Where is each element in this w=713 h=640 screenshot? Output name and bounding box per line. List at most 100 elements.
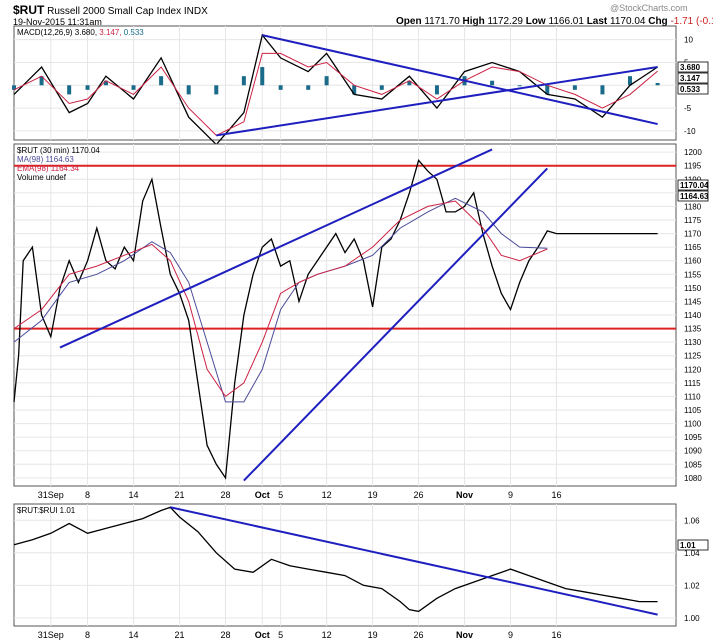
last-value-label: 1170.04 [680,181,709,190]
x-tick-label: 28 [220,490,230,500]
last-value-box [677,190,709,202]
macd-hist-bar [278,85,283,90]
trendline [243,167,548,482]
last-value-box [677,539,709,551]
chg-label: Chg [648,16,668,27]
y-tick-label: 1140 [684,311,702,320]
macd-hist-bar [324,76,329,86]
y-tick-label: 1100 [684,420,702,429]
y-tick-label: 1.02 [684,581,700,590]
x-tick-label: 21 [174,490,184,500]
x-tick-label: 19 [368,490,378,500]
series-line-macd [13,33,658,146]
macd-hist-bar [545,85,550,95]
exchange: INDX [183,6,208,17]
macd-hist-bar [600,85,605,95]
y-tick-label: 1105 [684,406,702,415]
x-tick-label: 19 [368,630,378,640]
x-tick-label: 9 [508,630,513,640]
y-tick-label: 1130 [684,338,702,347]
chg-value: -1.71 (-0.15%) [670,16,713,27]
last-value-box [677,61,709,73]
y-tick-label: 1120 [684,365,702,374]
x-tick-label: 21 [174,630,184,640]
open-label: Open [396,16,422,27]
panel-frame [13,503,677,627]
macd-hist-bar [214,85,219,95]
last-value: 1170.04 [610,16,646,27]
macd-hist-bar [352,85,357,95]
y-tick-label: 10 [684,36,693,45]
last-value-label: 1164.63 [680,192,709,201]
y-tick-label: 1110 [684,392,701,401]
trendline [170,506,658,616]
y-tick-label: 1.00 [684,614,700,623]
x-tick-label: 14 [129,490,139,500]
x-tick-label: 9 [508,490,513,500]
symbol: $RUT [13,3,45,17]
series-line--rut-rui [13,506,658,613]
last-label: Last [586,16,608,27]
y-tick-label: -10 [684,127,696,136]
low-label: Low [525,16,546,27]
x-tick-label: 16 [551,630,561,640]
x-tick-label: 31Sep [38,490,64,500]
series-line-signal [13,52,658,137]
y-tick-label: 1145 [684,297,702,306]
x-tick-label: 12 [322,630,332,640]
last-value-label: 1.01 [680,541,696,550]
macd-hist-bar [103,80,108,86]
legend-entry: Volume undef [17,173,67,182]
y-tick-label: 1135 [684,325,702,334]
trendline [59,148,493,349]
x-tick-label: 26 [414,490,424,500]
x-tick-label: Nov [456,490,473,500]
trendline [262,34,658,126]
x-tick-label: Oct [255,490,270,500]
index-name: Russell 2000 Small Cap Index [47,6,182,17]
x-tick-label: 16 [551,490,561,500]
macd-hist-bar [12,85,16,90]
high-value: 1172.29 [487,16,523,27]
legend-entry: $RUT (30 min) 1170.04 [17,146,100,155]
macd-hist-bar [159,76,164,86]
macd-hist-bar [241,76,246,86]
y-tick-label: 1175 [684,216,702,225]
price-panel: 1200119511901185118011751170116511601155… [13,143,709,500]
series-line-ma-98- [13,197,548,403]
macd-hist-bar [85,85,90,90]
macd-hist-bar [306,85,311,90]
last-value-box [677,72,709,84]
legend-entry: MA(98) 1164.63 [17,155,74,164]
low-value: 1166.01 [548,16,584,27]
x-tick-label: Oct [255,630,270,640]
x-tick-label: 14 [129,630,139,640]
last-value-label: 0.533 [680,85,701,94]
macd-hist-bar [260,67,265,86]
y-tick-label: 1090 [684,447,702,456]
y-tick-label: 1.04 [684,549,700,558]
watermark: @StockCharts.com [610,3,688,13]
panel-frame [13,25,677,141]
macd-hist-bar [407,80,412,86]
y-tick-label: 1170 [684,230,702,239]
chart-header-right: Open 1171.70 High 1172.29 Low 1166.01 La… [396,16,713,27]
macd-hist-bar [186,85,191,95]
x-tick-label: 8 [85,490,90,500]
y-tick-label: 1.06 [684,516,700,525]
x-tick-label: 31Sep [38,630,64,640]
x-tick-label: 5 [278,490,283,500]
last-value-label: 3.680 [680,63,701,72]
last-value-box [677,179,709,191]
y-tick-label: 1165 [684,243,702,252]
macd-hist-bar [490,80,495,86]
y-tick-label: 1125 [684,352,702,361]
trendline [216,66,658,137]
macd-hist-bar [39,76,44,86]
ratio-panel: 1.06 1.04 1.02 1.00 1.01 $RUT:$RUI 1.01 31Sep 8… [13,503,709,640]
y-tick-label: 1085 [684,460,702,469]
last-value-label: 3.147 [680,74,701,83]
x-tick-label: Nov [456,630,473,640]
macd-hist-bar [434,85,439,95]
